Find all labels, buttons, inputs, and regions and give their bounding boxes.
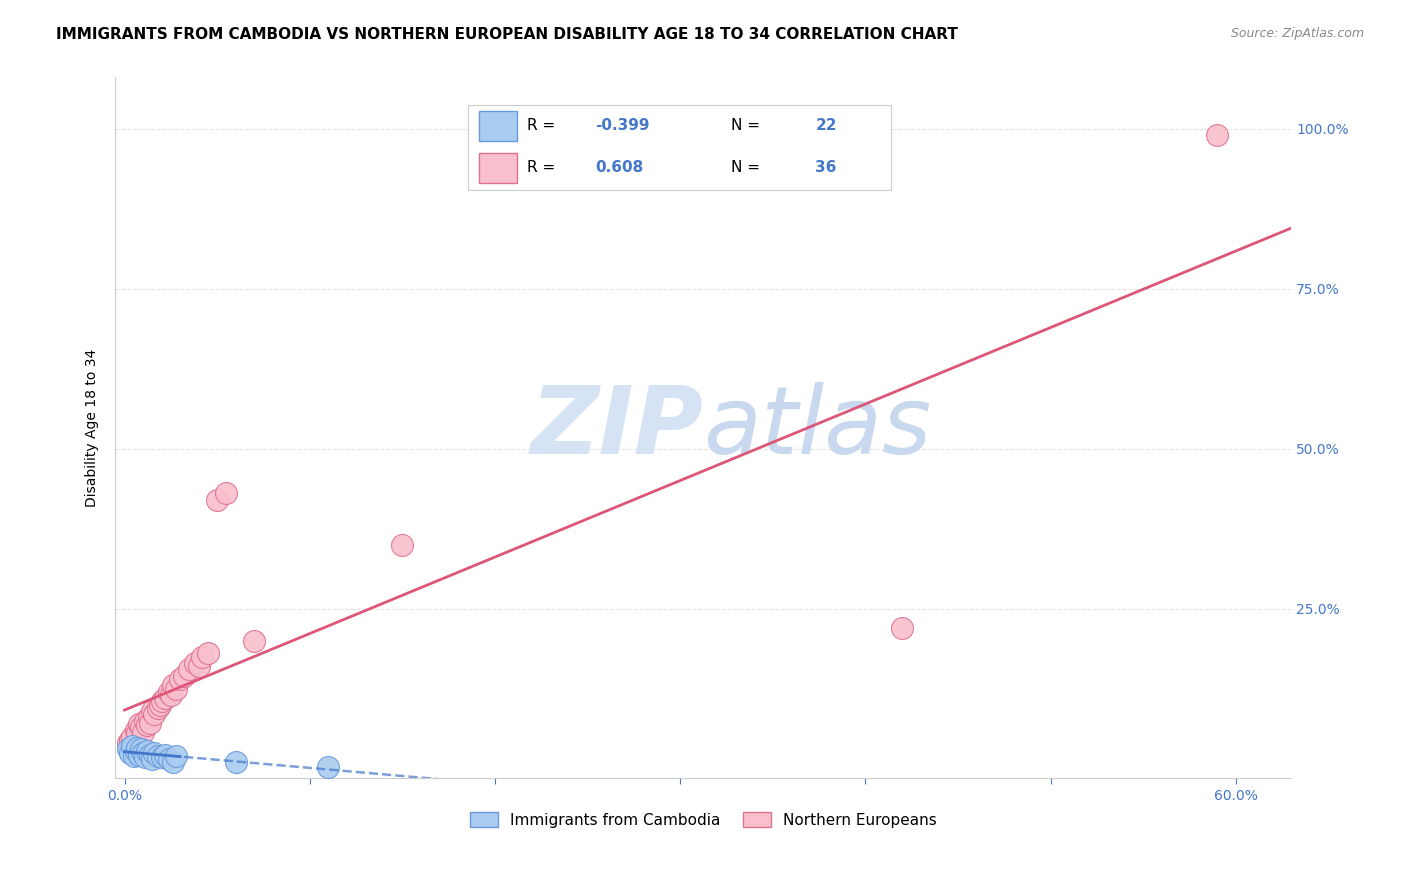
Point <box>191 649 214 664</box>
Point <box>122 737 145 751</box>
Point <box>891 621 914 635</box>
Point <box>127 741 149 756</box>
Point <box>121 739 143 754</box>
Point <box>173 669 195 683</box>
Point <box>243 633 266 648</box>
Point <box>162 678 184 692</box>
Point <box>160 688 183 702</box>
Point <box>132 724 155 739</box>
Text: Source: ZipAtlas.com: Source: ZipAtlas.com <box>1230 27 1364 40</box>
Legend: Immigrants from Cambodia, Northern Europeans: Immigrants from Cambodia, Northern Europ… <box>464 805 942 834</box>
Point <box>129 720 152 734</box>
Point <box>129 742 152 756</box>
Point <box>134 714 156 728</box>
Point <box>122 748 145 763</box>
Point <box>155 691 177 706</box>
Point <box>135 718 157 732</box>
Y-axis label: Disability Age 18 to 34: Disability Age 18 to 34 <box>86 349 100 507</box>
Point <box>124 744 146 758</box>
Point <box>128 716 150 731</box>
Point <box>316 760 339 774</box>
Point <box>139 747 162 762</box>
Point <box>138 710 160 724</box>
Point <box>134 750 156 764</box>
Text: atlas: atlas <box>703 383 932 474</box>
Point <box>120 732 142 747</box>
Point <box>143 746 166 760</box>
Point <box>187 659 209 673</box>
Point <box>135 744 157 758</box>
Point <box>215 486 238 500</box>
Point <box>124 723 146 738</box>
Point <box>150 694 173 708</box>
Point <box>143 707 166 722</box>
Point <box>165 748 187 763</box>
Point <box>155 747 177 762</box>
Point <box>121 730 143 744</box>
Point <box>139 715 162 730</box>
Point <box>141 752 163 766</box>
Point <box>157 685 180 699</box>
Point <box>149 698 172 712</box>
Point <box>146 748 169 763</box>
Point <box>146 701 169 715</box>
Point <box>179 662 201 676</box>
Point <box>157 752 180 766</box>
Text: ZIP: ZIP <box>530 382 703 474</box>
Point <box>120 746 142 760</box>
Point <box>128 747 150 762</box>
Point <box>169 672 191 686</box>
Point <box>165 681 187 696</box>
Point <box>117 736 139 750</box>
Text: IMMIGRANTS FROM CAMBODIA VS NORTHERN EUROPEAN DISABILITY AGE 18 TO 34 CORRELATIO: IMMIGRANTS FROM CAMBODIA VS NORTHERN EUR… <box>56 27 957 42</box>
Point <box>162 756 184 770</box>
Point <box>225 756 247 770</box>
Point <box>205 492 228 507</box>
Point <box>127 726 149 740</box>
Point <box>132 746 155 760</box>
Point <box>1206 128 1229 142</box>
Point <box>391 538 413 552</box>
Point <box>150 750 173 764</box>
Point <box>141 704 163 718</box>
Point <box>197 647 219 661</box>
Point <box>117 742 139 756</box>
Point <box>184 656 207 670</box>
